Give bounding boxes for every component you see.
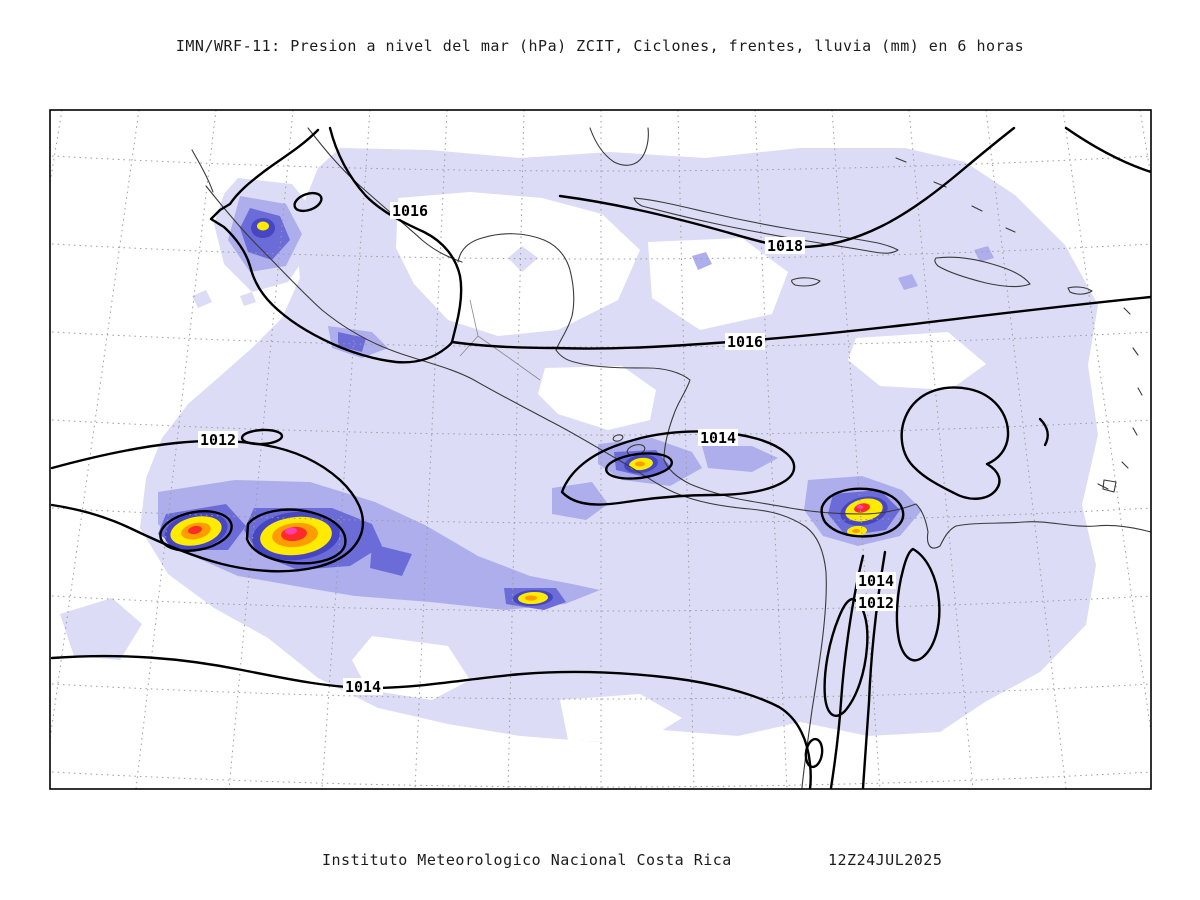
coastline-trinidad xyxy=(1102,479,1117,493)
precip-core-navy xyxy=(253,230,259,236)
isobar-andes-line xyxy=(861,550,887,789)
isobar-closed-low xyxy=(159,510,233,552)
precip-area-medium xyxy=(898,274,918,290)
isobar-andes-loop xyxy=(823,597,869,717)
contour-label-halo xyxy=(343,678,383,695)
map-frame xyxy=(49,109,1152,790)
contour-label-halo xyxy=(198,431,238,448)
lake-managua xyxy=(612,434,624,442)
coastline-cuba xyxy=(633,197,899,254)
contour-label-halo xyxy=(725,333,765,350)
isobar-closed-low xyxy=(605,452,673,480)
contour-label: 1014 xyxy=(700,429,736,447)
contour-label: 1016 xyxy=(727,333,763,351)
isobar-balloon xyxy=(900,386,1010,500)
precip-area-light xyxy=(508,246,538,272)
precip-core-intense xyxy=(257,221,269,231)
isobar-andes-line xyxy=(829,554,865,789)
precip-gap xyxy=(648,238,788,330)
coastline-jamaica xyxy=(791,277,821,287)
precip-gap xyxy=(538,366,656,430)
precip-gap xyxy=(848,332,986,390)
coastline-baja xyxy=(191,149,214,193)
contour-label-halo xyxy=(390,202,430,219)
graticule xyxy=(50,110,1151,789)
institution-label: Instituto Meteorologico Nacional Costa R… xyxy=(322,851,732,869)
contour-label: 1014 xyxy=(345,678,381,696)
coastline-puerto-rico xyxy=(1067,286,1093,295)
coastline-antilles xyxy=(1097,307,1143,490)
contour-labels: 1016 1018 1016 1012 1014 1014 1012 1014 xyxy=(198,202,896,696)
contour-label: 1012 xyxy=(200,431,236,449)
contour-label-halo xyxy=(856,572,896,589)
precip-area-heavy xyxy=(338,332,366,352)
timestamp-label: 12Z24JUL2025 xyxy=(828,851,943,869)
isobar-1014-loop xyxy=(560,430,796,506)
contour-label: 1012 xyxy=(858,594,894,612)
contour-label-halo xyxy=(698,429,738,446)
isobar-closed-small xyxy=(240,428,284,446)
precip-core-intense xyxy=(856,505,864,509)
coastlines-layer xyxy=(191,127,1151,789)
precip-area-medium xyxy=(552,482,608,520)
isobar-andes-loop xyxy=(895,547,941,662)
precip-area-light xyxy=(60,598,142,660)
contour-label-halo xyxy=(765,237,805,254)
precip-area-light xyxy=(240,292,256,306)
coastline xyxy=(205,185,827,789)
isobar-1016-loop xyxy=(209,128,454,364)
isobar-layer xyxy=(50,126,1151,789)
coastline-florida xyxy=(589,127,649,166)
map-title: IMN/WRF-11: Presion a nivel del mar (hPa… xyxy=(175,37,1025,55)
contour-label: 1018 xyxy=(767,237,803,255)
coastline xyxy=(457,233,1151,549)
contour-label: 1014 xyxy=(858,572,894,590)
coastline-bahamas xyxy=(895,157,1016,233)
isobar-closed-small xyxy=(293,191,323,213)
isobar-tick xyxy=(1038,417,1049,447)
isobar-1016 xyxy=(328,126,463,344)
precip-core-intense xyxy=(635,461,645,467)
isobar-1018 xyxy=(558,126,1016,249)
precip-core-intense xyxy=(525,595,537,601)
isobar-1012 xyxy=(50,439,365,573)
precip-area-light xyxy=(192,290,212,308)
isobar-closed-low xyxy=(820,487,905,538)
precip-core-intense xyxy=(285,527,297,535)
isobar-1014-south xyxy=(50,654,812,789)
coastline-hispaniola xyxy=(934,256,1031,288)
precip-area-medium xyxy=(974,246,994,262)
coastline xyxy=(307,127,463,263)
contour-label-halo xyxy=(856,594,896,611)
precip-area-heavy xyxy=(370,544,412,576)
precip-gap xyxy=(560,694,682,744)
isobar-1018-corner xyxy=(1064,126,1151,174)
precip-area-medium xyxy=(702,446,778,472)
contour-label: 1016 xyxy=(392,202,428,220)
isobar-closed-small xyxy=(804,737,824,769)
precip-area-medium xyxy=(692,252,712,270)
country-border xyxy=(459,299,541,381)
precip-core-intense xyxy=(852,529,860,533)
precip-core-intense xyxy=(188,525,202,535)
isobar-closed-low xyxy=(245,508,347,565)
